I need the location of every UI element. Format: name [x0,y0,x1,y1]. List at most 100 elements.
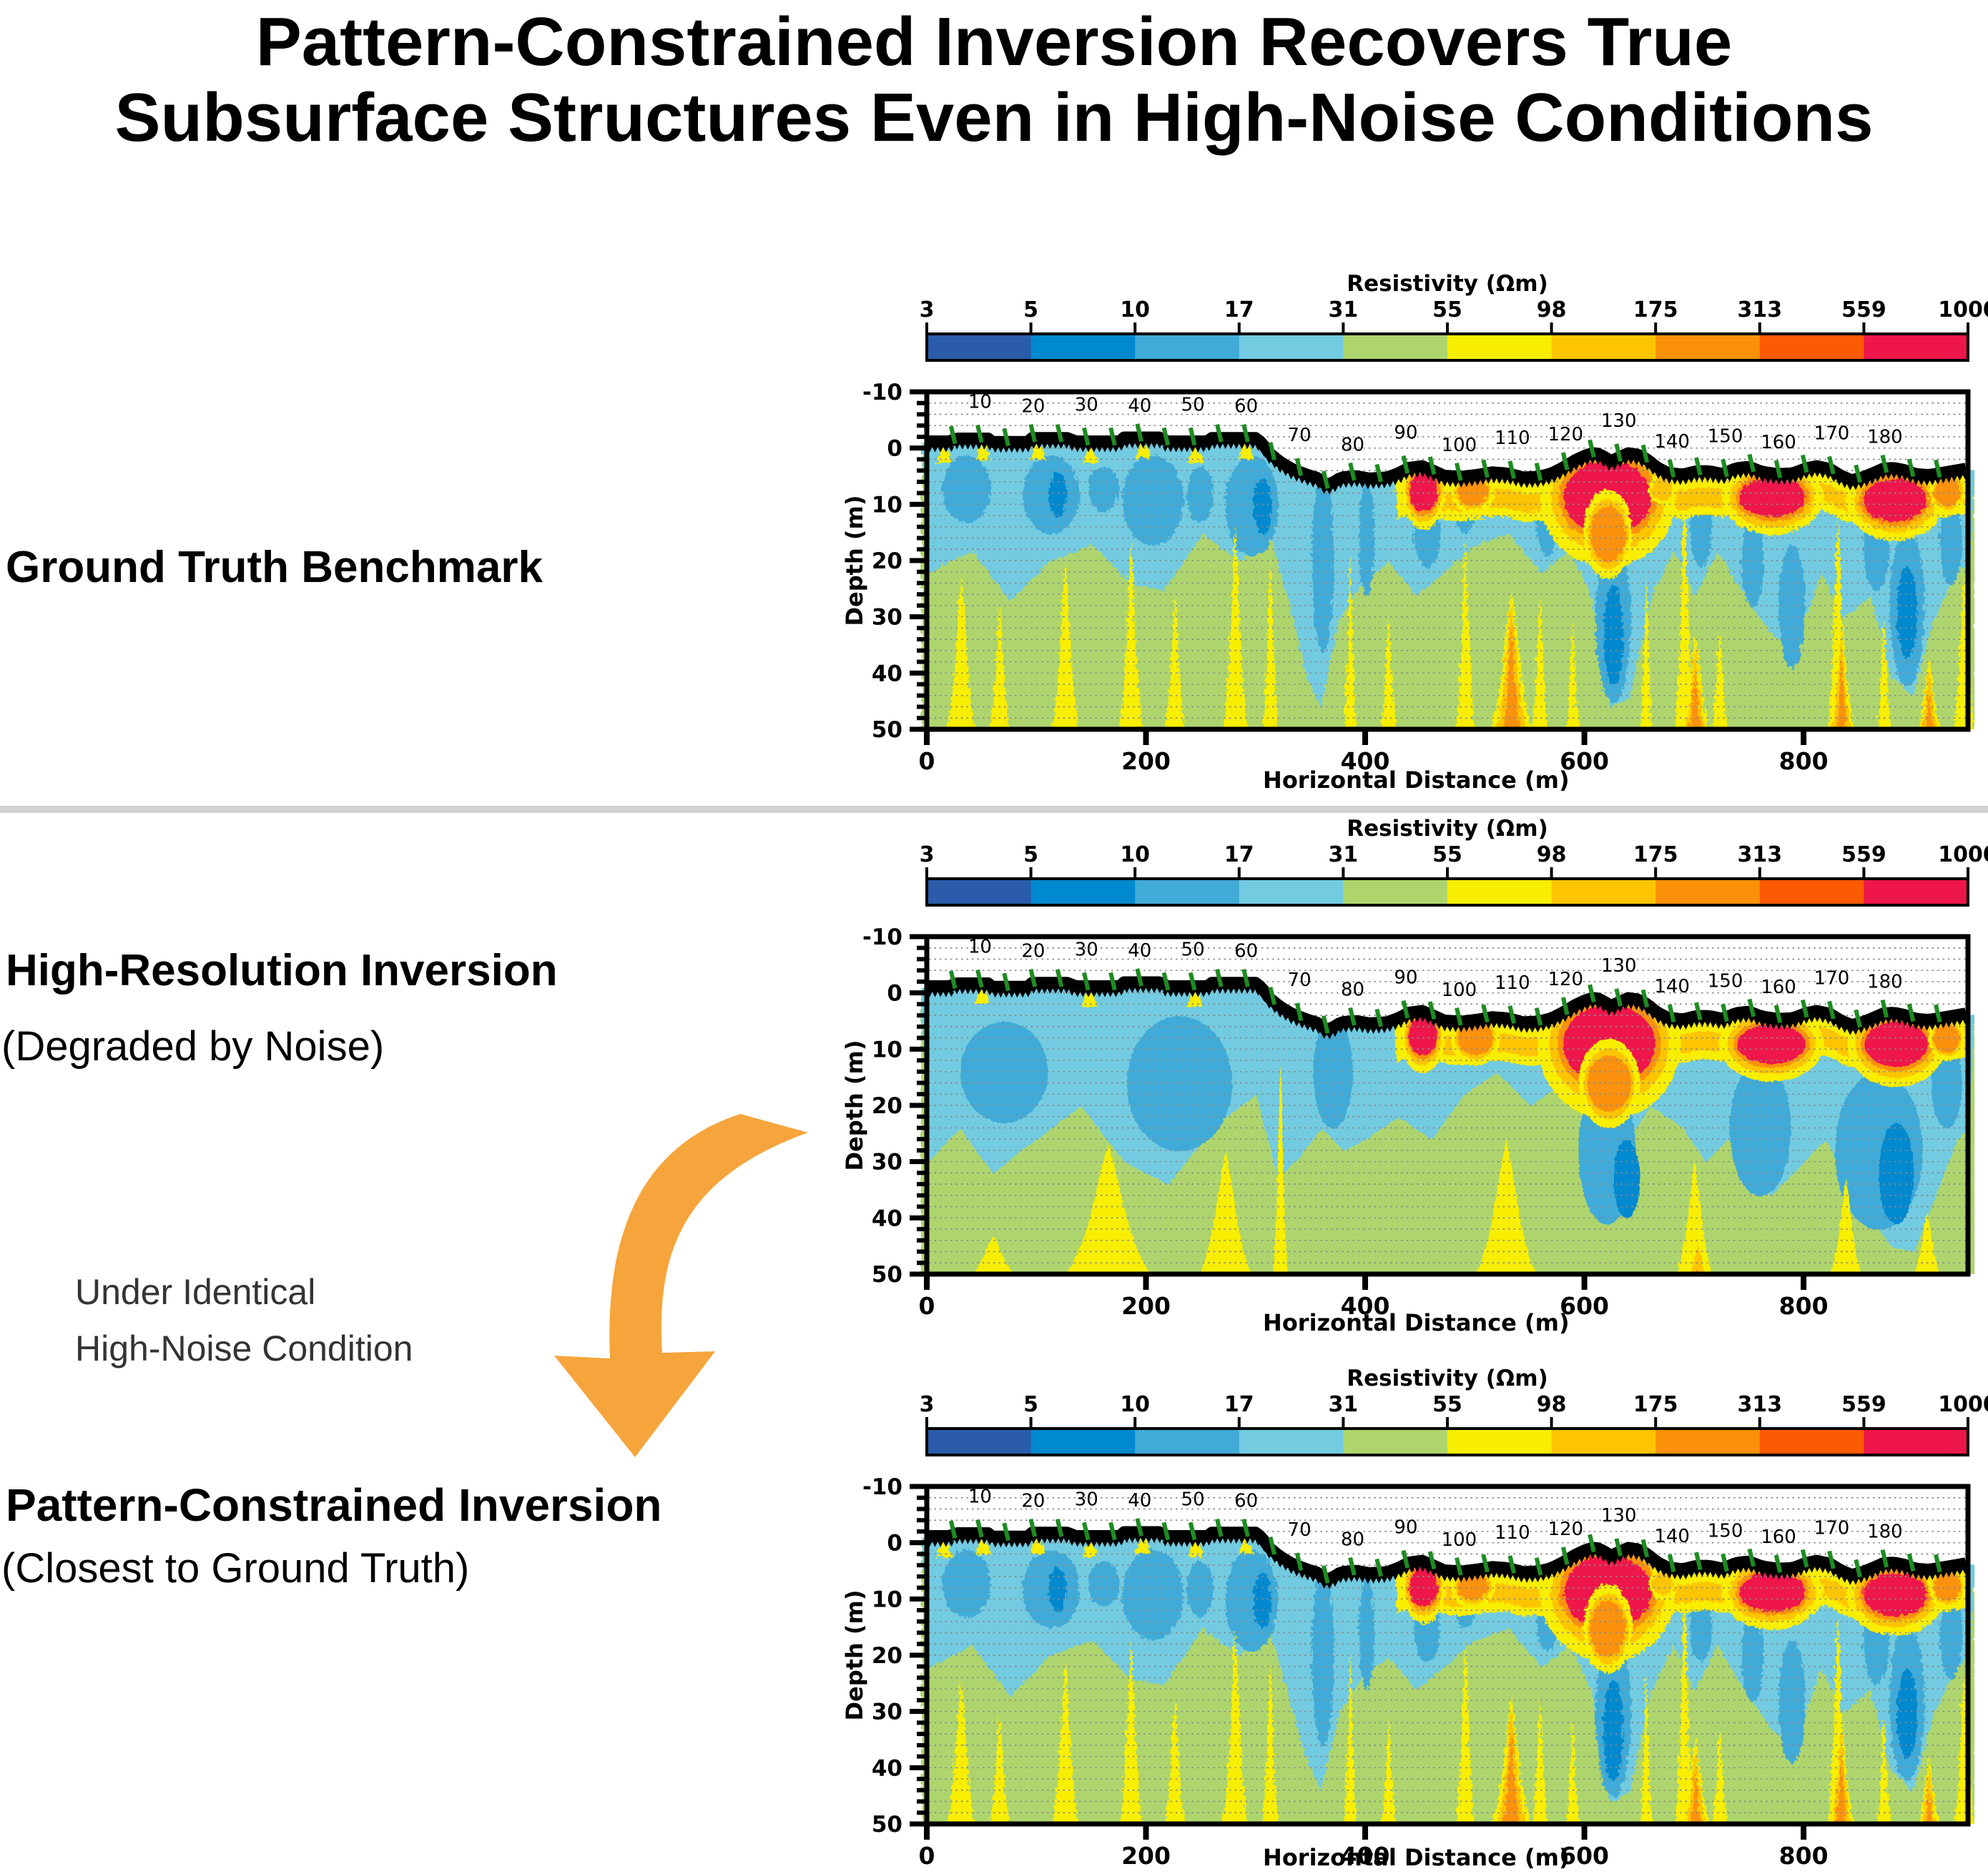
electrode-label: 150 [1708,425,1743,447]
electrode-label: 20 [1021,396,1045,418]
electrode-label: 60 [1234,941,1258,962]
colorbar-segment [1343,1429,1448,1455]
electrode-label: 80 [1341,980,1364,1001]
colorbar-segment [1759,334,1864,360]
gridlines [929,1496,1966,1814]
colorbar-segment [1447,1429,1552,1455]
electrode-label: 40 [1128,940,1151,962]
gridlines [929,402,1966,719]
electrode-label: 50 [1181,1489,1205,1510]
colorbar-segment [1864,334,1969,360]
y-tick-label: -10 [862,380,902,405]
electrode-label: 110 [1495,428,1530,449]
electrode-label: 80 [1341,435,1364,456]
electrode-label: 60 [1234,396,1258,418]
topography-surface [925,431,1968,495]
high-res-section: 3510173155981753135591000Resistivity (Ωm… [841,816,1988,1336]
colorbar-segment [927,879,1032,905]
electrode-label: 150 [1708,970,1743,992]
colorbar-tick-label: 55 [1432,842,1462,867]
electrode-label: 70 [1288,425,1312,446]
electrode-label: 40 [1128,395,1151,417]
colorbar-segment [927,334,1032,360]
colorbar-tick-label: 3 [920,1392,935,1417]
electrode-label: 130 [1601,410,1637,432]
y-tick-label: 10 [872,1587,902,1612]
x-tick-label: 800 [1779,747,1829,775]
colorbar-tick-label: 10 [1120,1392,1150,1417]
y-tick-label: 30 [872,1700,902,1725]
colorbar-segment [1239,1429,1344,1455]
electrode-label: 20 [1021,941,1045,962]
x-tick-label: 0 [919,747,935,775]
y-axis-title: Depth (m) [841,495,868,626]
gridlines [929,947,1966,1264]
identical-noise-note: Under Identical High-Noise Condition [75,1264,413,1377]
electrode-label: 20 [1021,1491,1045,1512]
electrode-label: 130 [1601,955,1637,977]
x-tick-label: 800 [1779,1292,1829,1320]
electrode-label: 110 [1495,1522,1530,1544]
electrode-label: 170 [1814,1517,1850,1539]
colorbar-segment [1655,334,1761,360]
colorbar-tick-label: 17 [1224,1392,1254,1417]
colorbar-title: Resistivity (Ωm) [1347,271,1548,297]
colorbar-segment [1655,879,1761,905]
electrode-label: 170 [1814,423,1850,444]
y-tick-label: 10 [872,1037,902,1062]
electrode-label: 160 [1761,432,1796,453]
electrode-marks [948,968,1942,1034]
electrode-label: 120 [1547,1519,1583,1540]
colorbar-tick-label: 98 [1537,297,1567,322]
colorbar-tick-label: 1000 [1938,297,1988,322]
electrode-label: 160 [1761,977,1796,998]
electrode-label: 40 [1128,1490,1151,1511]
colorbar-tick-label: 1000 [1938,1392,1988,1417]
y-tick-label: 0 [887,981,902,1007]
colorbar-segment [1135,334,1240,360]
colorbar-segment [1551,334,1656,360]
y-tick-label: 40 [872,1205,902,1231]
figure-title-line1: Pattern-Constrained Inversion Recovers T… [255,4,1733,80]
colorbar: 3 5 10 17 31 55 98 175 313 559 1000 Resistivity (Ωm… [920,1366,1988,1456]
electrode-label: 70 [1288,1519,1312,1541]
colorbar-segment [1551,879,1656,905]
electrode-label: 110 [1495,972,1530,994]
colorbar: 3 5 10 17 31 55 98 175 313 559 1000 Resistivity (Ωm… [920,271,1988,362]
electrode-label: 10 [968,391,992,413]
electrode-label: 180 [1867,1522,1903,1543]
electrode-marks [948,1518,1942,1584]
colorbar: 3 5 10 17 31 55 98 175 313 559 1000 Resistivity (Ωm… [920,816,1988,907]
colorbar-segment [1343,334,1448,360]
x-tick-label: 800 [1779,1842,1829,1870]
colorbar-tick-label: 559 [1841,1392,1886,1417]
colorbar-tick-label: 313 [1737,297,1782,322]
note-line1: Under Identical [75,1272,316,1312]
colorbar-segment [1239,334,1344,360]
colorbar-segment [1030,1429,1136,1455]
colorbar-segment [1343,879,1448,905]
y-tick-label: 0 [887,1531,902,1557]
electrode-label: 70 [1288,970,1312,991]
y-tick-label: -10 [862,924,902,950]
topography-surface [925,976,1968,1040]
colorbar-segment [1030,879,1136,905]
colorbar-tick-label: 98 [1537,842,1567,867]
y-tick-label: 0 [887,436,902,462]
colorbar-segment [1655,1429,1761,1455]
electrode-label: 90 [1394,423,1417,444]
colorbar-tick-label: 10 [1120,297,1150,322]
electrode-label: 30 [1075,394,1098,415]
section-divider [0,806,1988,813]
colorbar-segment [1239,879,1344,905]
figure-title-line2: Subsurface Structures Even in High-Noise… [114,79,1874,156]
electrode-label: 180 [1867,427,1903,448]
ground-truth-label: Ground Truth Benchmark [6,543,543,592]
electrode-marks [948,423,1942,489]
axes: -10 0 10 20 30 40 50 0 200 400 600 800 [862,924,1971,1320]
electrode-label: 140 [1654,431,1690,453]
x-tick-label: 400 [1341,1292,1390,1320]
y-tick-label: 30 [872,605,902,631]
y-axis-title: Depth (m) [841,1590,868,1721]
